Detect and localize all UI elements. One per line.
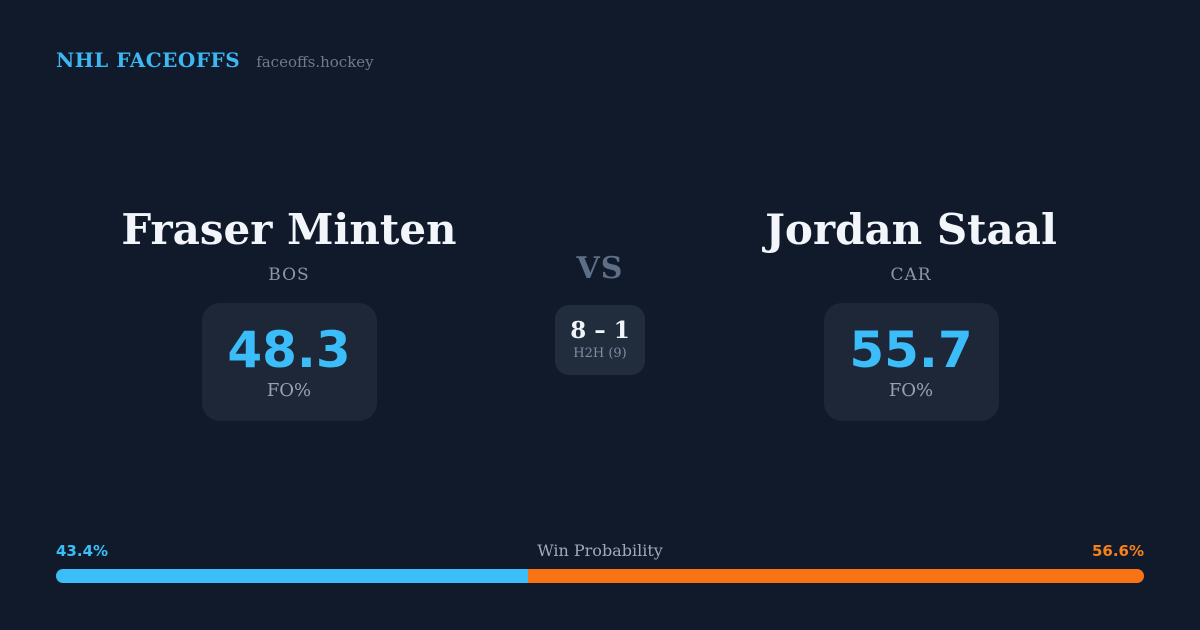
win-probability-left-pct: 43.4% (56, 542, 109, 560)
fo-label-right: FO% (888, 380, 934, 401)
win-probability-bar (56, 569, 1144, 583)
win-probability-section: 43.4% Win Probability 56.6% (56, 541, 1144, 583)
h2h-label: H2H (9) (573, 346, 627, 361)
player-team-left: BOS (268, 265, 310, 285)
player-name-left: Fraser Minten (121, 205, 457, 254)
h2h-card: 8 – 1 H2H (9) (555, 305, 645, 375)
player-team-right: CAR (890, 265, 932, 285)
player-panel-left: Fraser Minten BOS 48.3 FO% (114, 203, 464, 421)
win-probability-title: Win Probability (537, 541, 663, 560)
fo-stat-card-right: 55.7 FO% (823, 303, 999, 421)
h2h-score: 8 – 1 (570, 317, 630, 344)
player-panel-right: Jordan Staal CAR 55.7 FO% (736, 203, 1086, 421)
player-name-right: Jordan Staal (765, 205, 1057, 254)
win-probability-bar-right-fill (528, 569, 1144, 583)
fo-stat-card-left: 48.3 FO% (201, 303, 377, 421)
win-probability-bar-left-fill (56, 569, 529, 583)
fo-value-right: 55.7 (849, 321, 973, 379)
site-url: faceoffs.hockey (256, 53, 374, 71)
brand-title: NHL FACEOFFS (56, 48, 241, 72)
header: NHL FACEOFFS faceoffs.hockey (56, 48, 374, 72)
win-probability-labels: 43.4% Win Probability 56.6% (56, 541, 1144, 560)
win-probability-right-pct: 56.6% (1091, 542, 1144, 560)
vs-label: VS (576, 251, 624, 286)
fo-label-left: FO% (266, 380, 312, 401)
fo-value-left: 48.3 (227, 321, 351, 379)
versus-panel: VS 8 – 1 H2H (9) (510, 251, 690, 375)
